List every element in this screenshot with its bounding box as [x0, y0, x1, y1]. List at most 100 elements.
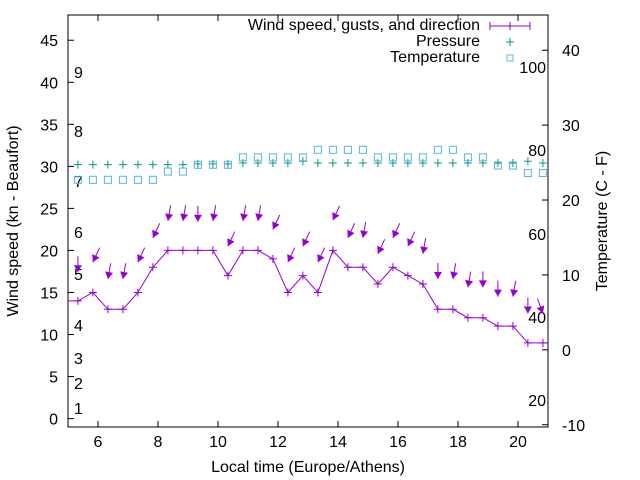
- gust-arrow-head: [227, 238, 235, 247]
- y-tick-label: 40: [40, 75, 58, 92]
- temperature-point: [433, 145, 442, 154]
- temperature-point: [193, 160, 202, 169]
- gust-arrow-head: [465, 279, 474, 288]
- wind-speed-point: [208, 246, 217, 255]
- wind-speed-point: [463, 313, 472, 322]
- pressure-point: [508, 158, 517, 167]
- legend-swatch-wind: [489, 22, 531, 30]
- y-tick-label: 25: [40, 201, 58, 218]
- y-axis-label: Wind speed (kn - Beaufort): [5, 125, 22, 316]
- y-tick-label: 20: [40, 243, 58, 260]
- pressure-point: [313, 158, 322, 167]
- temperature-point: [403, 153, 412, 162]
- beaufort-label: 8: [74, 124, 83, 141]
- wind-speed-point: [88, 288, 97, 297]
- gust-arrow-head: [105, 271, 114, 280]
- gust-arrow-head: [510, 289, 519, 297]
- pressure-point: [163, 160, 172, 169]
- wind-speed-point: [118, 305, 127, 314]
- pressure-point: [88, 160, 97, 169]
- legend: Wind speed, gusts, and direction Pressur…: [248, 17, 531, 66]
- pressure-point: [133, 160, 142, 169]
- pressure-point: [118, 160, 127, 169]
- wind-speed-point: [478, 313, 487, 322]
- wind-speed-point: [523, 338, 532, 347]
- gust-arrow-head: [420, 246, 429, 254]
- gust-arrow-head: [272, 221, 280, 230]
- pressure-point: [523, 157, 532, 166]
- pressure-point: [178, 160, 187, 169]
- pressure-point: [373, 158, 382, 167]
- temperature-point: [223, 160, 232, 169]
- pressure-point: [358, 158, 367, 167]
- beaufort-label: 2: [74, 376, 83, 393]
- beaufort-label: 5: [74, 267, 83, 284]
- wind-speed-point: [193, 246, 202, 255]
- fahrenheit-label: 40: [528, 310, 546, 327]
- temperature-point: [463, 153, 472, 162]
- x-tick-label: 14: [329, 434, 347, 451]
- pressure-point: [418, 158, 427, 167]
- wind-speed-point: [538, 338, 547, 347]
- y-tick-label: 45: [40, 33, 58, 50]
- y-tick-label: 15: [40, 285, 58, 302]
- fahrenheit-label: 100: [519, 60, 546, 77]
- gust-arrow-head: [536, 305, 545, 314]
- legend-swatch-temperature: [506, 54, 514, 62]
- pressure-point: [343, 158, 352, 167]
- temperature-point: [508, 161, 517, 170]
- temperature-point: [208, 160, 217, 169]
- fahrenheit-label: 20: [528, 393, 546, 410]
- gust-arrow-head: [137, 254, 145, 263]
- pressure-point: [238, 158, 247, 167]
- legend-label-temperature: Temperature: [390, 49, 480, 66]
- temperature-point: [373, 153, 382, 162]
- gust-arrow-head: [392, 229, 400, 238]
- y-tick-label: 10: [40, 328, 58, 345]
- beaufort-label: 3: [74, 351, 83, 368]
- temperature-point: [253, 153, 262, 162]
- y-tick-label: 35: [40, 117, 58, 134]
- temperature-point: [358, 145, 367, 154]
- gust-arrow-head: [193, 214, 202, 222]
- gust-arrow-head: [240, 213, 249, 221]
- temperature-point: [493, 161, 502, 170]
- pressure-point: [148, 160, 157, 169]
- y2-axis-label: Temperature (C - F): [594, 151, 611, 291]
- gust-arrow-head: [360, 230, 369, 238]
- wind-speed-point: [298, 271, 307, 280]
- wind-speed-point: [373, 280, 382, 289]
- wind-speed-point: [493, 322, 502, 331]
- pressure-point: [253, 158, 262, 167]
- gust-arrow-head: [478, 280, 487, 288]
- x-tick-label: 18: [449, 434, 467, 451]
- gust-arrow-head: [493, 289, 502, 297]
- temperature-point: [133, 175, 142, 184]
- gust-arrow-head: [287, 254, 295, 263]
- temperature-point: [238, 153, 247, 162]
- wind-speed-point: [238, 246, 247, 255]
- wind-speed-point: [268, 254, 277, 263]
- beaufort-label: 9: [74, 65, 83, 82]
- wind-speed-line: [68, 249, 548, 344]
- legend-swatch-pressure: [506, 38, 514, 46]
- fahrenheit-label: 60: [528, 227, 546, 244]
- gust-arrow-head: [302, 238, 310, 247]
- gust-arrow-head: [317, 254, 325, 263]
- wind-speed-point: [418, 280, 427, 289]
- gust-arrow-head: [407, 238, 415, 247]
- pressure-point: [103, 160, 112, 169]
- beaufort-label: 4: [74, 318, 83, 335]
- temperature-point: [478, 153, 487, 162]
- gust-arrow-head: [120, 271, 129, 280]
- wind-speed-point: [313, 288, 322, 297]
- temperature-point: [313, 145, 322, 154]
- x-tick-label: 12: [269, 434, 287, 451]
- x-tick-label: 6: [94, 434, 103, 451]
- temperature-point: [163, 167, 172, 176]
- y2-tick-label: 30: [562, 118, 580, 135]
- plot-frame: [67, 14, 549, 428]
- pressure-point: [268, 158, 277, 167]
- temperature-point: [148, 175, 157, 184]
